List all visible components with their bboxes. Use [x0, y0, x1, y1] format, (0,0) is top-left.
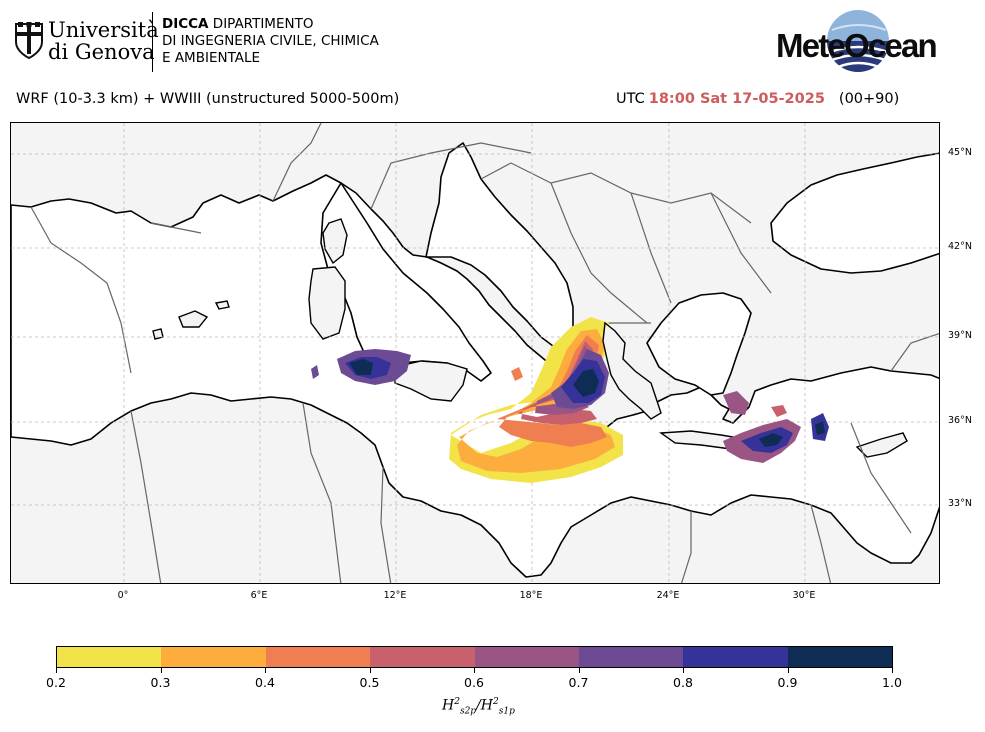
cb-title-sup2: 2 — [493, 697, 499, 707]
field-aegean-patch — [723, 391, 749, 415]
colorbar-tick-label: 1.0 — [882, 675, 902, 690]
mediterranean-map — [11, 123, 939, 583]
university-name-line2: di Genova — [48, 40, 155, 64]
field-ionian-mauve — [531, 345, 589, 415]
lon-label-24e: 24°E — [656, 590, 680, 601]
colorbar-tick-label: 0.9 — [777, 675, 798, 690]
field-ionian-navy — [573, 369, 599, 397]
dept-acronym: DICCA — [162, 16, 209, 32]
forecast-timestamp: 18:00 Sat 17-05-2025 — [648, 91, 825, 107]
colorbar-segment — [57, 647, 162, 667]
cb-title-sub2: s1p — [498, 706, 515, 717]
lat-label-36: 36°N — [948, 415, 972, 426]
colorbar-segment — [578, 647, 684, 667]
colorbar-tick-mark — [578, 668, 580, 673]
meteocean-wordmark: MeteOcean — [776, 27, 938, 64]
colorbar-segment — [370, 647, 475, 667]
colorbar-segment — [265, 647, 371, 667]
mallorca — [178, 310, 209, 328]
dept-line1: DIPARTIMENTO — [212, 16, 314, 32]
menorca — [214, 300, 230, 310]
unige-logo: Università di Genova — [14, 12, 159, 72]
meteocean-logo: MeteOcean — [770, 8, 945, 78]
cb-title-slash: /H — [476, 697, 493, 714]
colorbar-tick-label: 0.8 — [673, 675, 693, 690]
sea — [11, 142, 939, 578]
lat-label-33: 33°N — [948, 498, 972, 509]
colorbar-segment — [474, 647, 579, 667]
forecast-time: UTC 18:00 Sat 17-05-2025 (00+90) — [616, 91, 899, 107]
colorbar-tick-mark — [683, 668, 684, 673]
colorbar-segment — [161, 647, 266, 667]
cb-title-sup1: 2 — [454, 697, 460, 707]
colorbar — [56, 646, 893, 668]
lat-label-39: 39°N — [948, 330, 972, 341]
map-panel — [10, 122, 940, 584]
dept-line3: E AMBIENTALE — [162, 50, 261, 66]
islands — [152, 218, 908, 458]
colorbar-tick-label: 0.5 — [359, 675, 380, 690]
colorbar-tick-mark — [160, 668, 162, 673]
dicca-logo: DICCA DIPARTIMENTO DI INGEGNERIA CIVILE,… — [152, 12, 392, 72]
field-rhodes-navy — [759, 433, 783, 447]
ibiza — [152, 328, 164, 340]
colorbar-tick-mark — [474, 668, 475, 673]
colorbar-tick-label: 0.7 — [568, 675, 589, 690]
field-aegean-patch2 — [771, 405, 787, 417]
university-name-line1: Università — [48, 18, 159, 42]
utc-label: UTC — [616, 91, 645, 107]
aegean-sea — [646, 292, 752, 396]
colorbar-tick-mark — [265, 668, 266, 673]
forecast-lead: (00+90) — [838, 91, 900, 107]
cyprus — [855, 432, 908, 458]
field-cyprus-navy — [815, 421, 825, 435]
black-sea — [770, 152, 939, 274]
lon-label-18e: 18°E — [519, 590, 543, 601]
cb-title-h: H — [442, 697, 455, 714]
swell-ratio-field — [311, 317, 829, 483]
sardinia — [308, 266, 346, 340]
cb-title-sub1: s2p — [459, 706, 477, 717]
dept-line2: DI INGEGNERIA CIVILE, CHIMICA — [162, 33, 379, 49]
greece-coast — [602, 321, 662, 420]
colorbar-tick-label: 0.3 — [150, 675, 171, 690]
model-title: WRF (10-3.3 km) + WWIII (unstructured 50… — [16, 91, 400, 107]
lon-label-0: 0° — [117, 590, 129, 601]
sicily — [394, 360, 468, 402]
colorbar-tick-mark — [56, 668, 57, 673]
colorbar-tick-label: 0.4 — [255, 675, 275, 690]
colorbar-segment — [683, 647, 788, 667]
lat-label-42: 42°N — [948, 241, 972, 252]
colorbar-tick-label: 0.2 — [46, 675, 66, 690]
lat-label-45: 45°N — [948, 147, 972, 158]
field-tunisia-patch — [311, 365, 319, 379]
meteocean-globe-icon — [827, 10, 889, 72]
colorbar-tick-mark — [787, 668, 789, 673]
corsica — [322, 218, 348, 265]
colorbar-segment — [787, 647, 892, 667]
field-sicily-navy — [349, 359, 373, 375]
unige-crest-icon — [15, 22, 43, 60]
lon-label-12e: 12°E — [383, 590, 407, 601]
colorbar-title: H2s2p/H2s1p — [442, 697, 515, 716]
colorbar-tick-label: 0.6 — [464, 675, 484, 690]
colorbar-tick-mark — [892, 668, 893, 673]
colorbar-tick-mark — [369, 668, 371, 673]
lon-label-30e: 30°E — [792, 590, 816, 601]
field-libya-patch — [511, 367, 523, 381]
lon-label-6e: 6°E — [250, 590, 268, 601]
adriatic-sea — [425, 142, 574, 350]
country-borders — [30, 123, 939, 583]
